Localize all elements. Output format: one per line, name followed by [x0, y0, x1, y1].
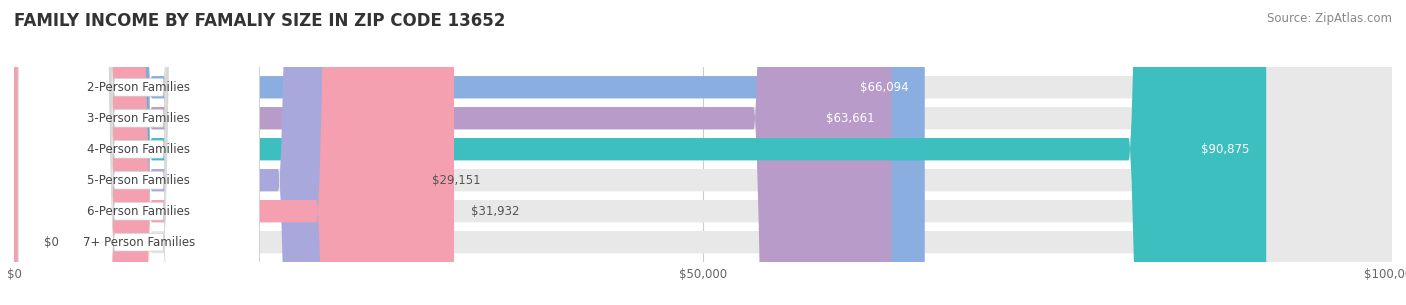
FancyBboxPatch shape: [14, 0, 1392, 305]
Text: 2-Person Families: 2-Person Families: [87, 81, 190, 94]
Text: 3-Person Families: 3-Person Families: [87, 112, 190, 125]
FancyBboxPatch shape: [14, 0, 925, 305]
FancyBboxPatch shape: [14, 0, 1392, 305]
FancyBboxPatch shape: [14, 0, 1392, 305]
Text: $0: $0: [45, 236, 59, 249]
FancyBboxPatch shape: [18, 0, 259, 305]
Text: Source: ZipAtlas.com: Source: ZipAtlas.com: [1267, 12, 1392, 25]
Text: FAMILY INCOME BY FAMALIY SIZE IN ZIP CODE 13652: FAMILY INCOME BY FAMALIY SIZE IN ZIP COD…: [14, 12, 505, 30]
FancyBboxPatch shape: [14, 0, 1392, 305]
Text: $31,932: $31,932: [471, 205, 519, 218]
FancyBboxPatch shape: [14, 0, 1267, 305]
FancyBboxPatch shape: [18, 0, 259, 305]
FancyBboxPatch shape: [14, 0, 454, 305]
FancyBboxPatch shape: [14, 0, 1392, 305]
Text: 4-Person Families: 4-Person Families: [87, 143, 190, 156]
FancyBboxPatch shape: [18, 0, 259, 305]
Text: $90,875: $90,875: [1201, 143, 1250, 156]
Text: 5-Person Families: 5-Person Families: [87, 174, 190, 187]
Text: 7+ Person Families: 7+ Person Families: [83, 236, 195, 249]
FancyBboxPatch shape: [18, 0, 259, 305]
FancyBboxPatch shape: [14, 0, 416, 305]
Text: $63,661: $63,661: [827, 112, 875, 125]
Text: $29,151: $29,151: [432, 174, 481, 187]
FancyBboxPatch shape: [18, 0, 259, 305]
FancyBboxPatch shape: [14, 0, 891, 305]
FancyBboxPatch shape: [14, 0, 1392, 305]
Text: $66,094: $66,094: [859, 81, 908, 94]
Text: 6-Person Families: 6-Person Families: [87, 205, 190, 218]
FancyBboxPatch shape: [18, 0, 259, 305]
